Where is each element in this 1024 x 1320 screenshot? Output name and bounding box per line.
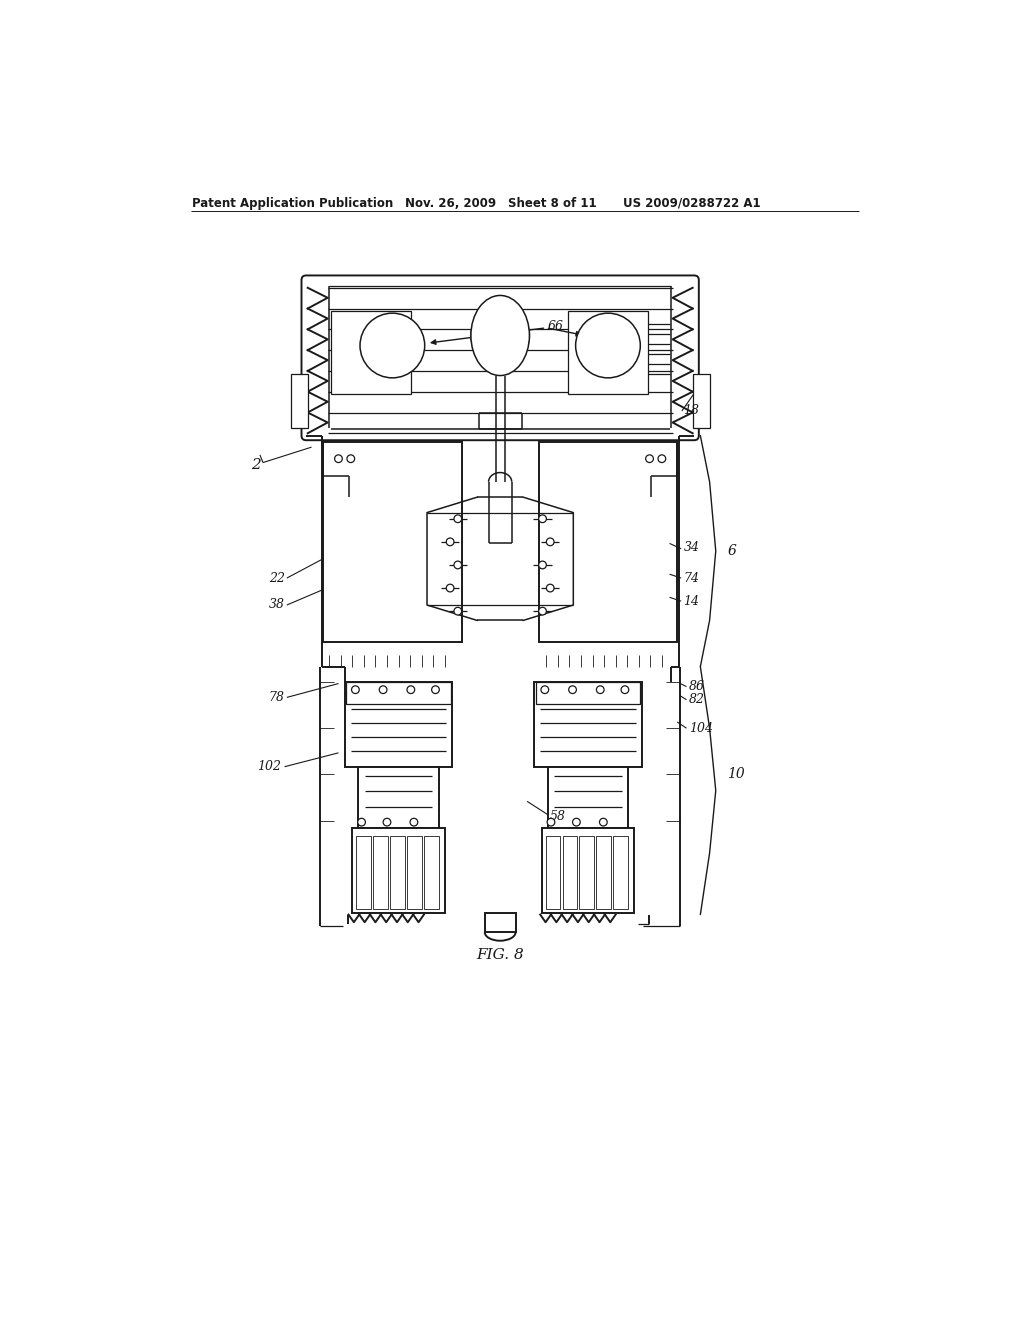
Bar bbox=[596, 836, 611, 909]
Text: 38: 38 bbox=[268, 598, 285, 611]
Circle shape bbox=[539, 607, 547, 615]
Circle shape bbox=[379, 686, 387, 693]
Text: 82: 82 bbox=[689, 693, 705, 706]
Bar bbox=[390, 836, 404, 909]
Text: 14: 14 bbox=[683, 594, 699, 607]
Text: Nov. 26, 2009: Nov. 26, 2009 bbox=[406, 197, 497, 210]
Circle shape bbox=[547, 585, 554, 591]
Circle shape bbox=[541, 686, 549, 693]
Text: 2: 2 bbox=[251, 458, 261, 471]
Circle shape bbox=[347, 455, 354, 462]
Text: 58: 58 bbox=[550, 810, 566, 824]
Circle shape bbox=[383, 818, 391, 826]
Text: 22: 22 bbox=[268, 572, 285, 585]
Bar bbox=[539, 442, 677, 642]
Circle shape bbox=[410, 818, 418, 826]
Circle shape bbox=[454, 515, 462, 523]
Circle shape bbox=[432, 686, 439, 693]
Bar bbox=[345, 682, 453, 767]
Text: FIG. 8: FIG. 8 bbox=[476, 948, 524, 962]
Circle shape bbox=[539, 515, 547, 523]
Text: 104: 104 bbox=[689, 722, 713, 735]
Circle shape bbox=[658, 455, 666, 462]
Text: 86: 86 bbox=[689, 680, 705, 693]
Circle shape bbox=[539, 561, 547, 569]
Text: 74: 74 bbox=[683, 572, 699, 585]
Bar bbox=[568, 312, 648, 395]
Bar bbox=[424, 836, 438, 909]
Circle shape bbox=[575, 313, 640, 378]
Text: 34: 34 bbox=[683, 541, 699, 554]
Bar bbox=[358, 767, 438, 829]
Circle shape bbox=[360, 313, 425, 378]
Circle shape bbox=[454, 561, 462, 569]
Bar bbox=[407, 836, 422, 909]
Text: 102: 102 bbox=[257, 760, 281, 774]
FancyBboxPatch shape bbox=[301, 276, 698, 441]
Circle shape bbox=[335, 455, 342, 462]
Bar bbox=[613, 836, 628, 909]
Circle shape bbox=[599, 818, 607, 826]
Bar bbox=[692, 374, 710, 428]
Bar bbox=[546, 836, 560, 909]
Circle shape bbox=[596, 686, 604, 693]
Bar bbox=[542, 829, 634, 913]
Bar bbox=[291, 374, 307, 428]
Bar bbox=[373, 836, 388, 909]
Text: Patent Application Publication: Patent Application Publication bbox=[193, 197, 393, 210]
Text: US 2009/0288722 A1: US 2009/0288722 A1 bbox=[624, 197, 761, 210]
Text: 10: 10 bbox=[727, 767, 745, 781]
Bar bbox=[536, 682, 640, 704]
Bar bbox=[346, 682, 451, 704]
Text: 18: 18 bbox=[683, 404, 699, 417]
Bar bbox=[356, 836, 371, 909]
Circle shape bbox=[547, 539, 554, 545]
Circle shape bbox=[357, 818, 366, 826]
Bar bbox=[323, 442, 462, 642]
Circle shape bbox=[568, 686, 577, 693]
Text: 66: 66 bbox=[548, 319, 563, 333]
Circle shape bbox=[351, 686, 359, 693]
Circle shape bbox=[471, 306, 529, 364]
Circle shape bbox=[572, 818, 581, 826]
Circle shape bbox=[446, 585, 454, 591]
Circle shape bbox=[446, 539, 454, 545]
Circle shape bbox=[621, 686, 629, 693]
Text: 6: 6 bbox=[727, 544, 736, 558]
Text: 78: 78 bbox=[268, 690, 285, 704]
Text: Sheet 8 of 11: Sheet 8 of 11 bbox=[508, 197, 597, 210]
Bar bbox=[548, 767, 628, 829]
Bar bbox=[352, 829, 444, 913]
Circle shape bbox=[454, 607, 462, 615]
Circle shape bbox=[646, 455, 653, 462]
Ellipse shape bbox=[471, 296, 529, 375]
Circle shape bbox=[547, 818, 555, 826]
Bar bbox=[331, 312, 411, 395]
Bar bbox=[484, 913, 515, 932]
Bar bbox=[562, 836, 578, 909]
Circle shape bbox=[407, 686, 415, 693]
Bar bbox=[580, 836, 594, 909]
Bar bbox=[535, 682, 642, 767]
